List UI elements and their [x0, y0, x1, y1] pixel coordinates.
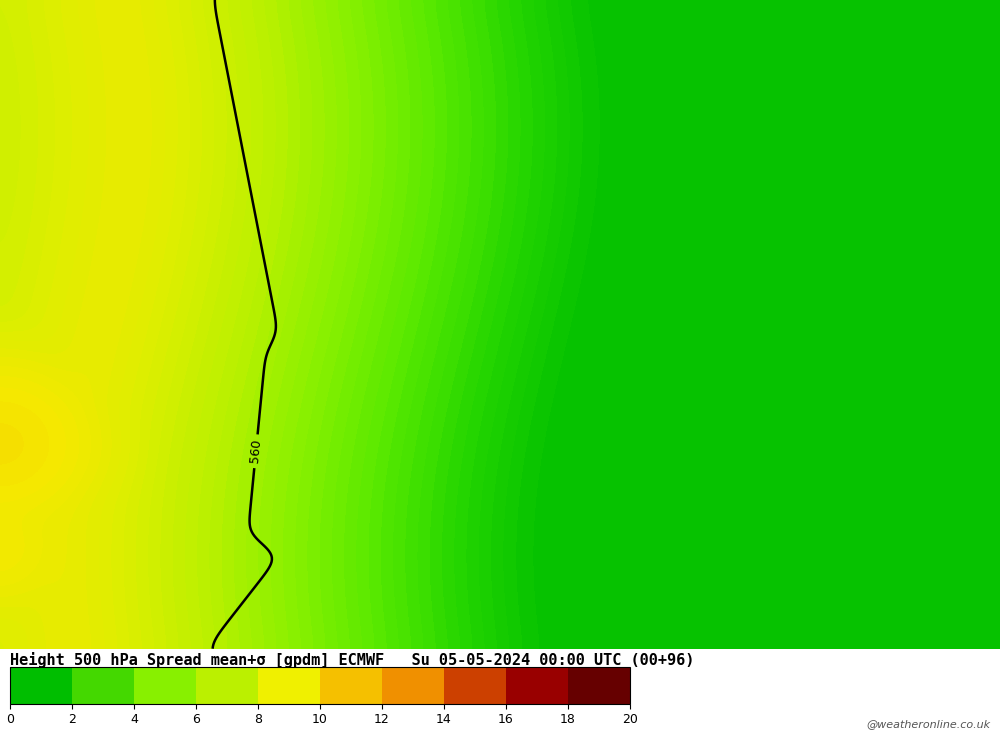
- Text: 560: 560: [248, 439, 264, 464]
- Text: Height 500 hPa Spread mean+σ [gpdm] ECMWF   Su 05-05-2024 00:00 UTC (00+96): Height 500 hPa Spread mean+σ [gpdm] ECMW…: [10, 652, 694, 668]
- Text: @weatheronline.co.uk: @weatheronline.co.uk: [866, 719, 990, 729]
